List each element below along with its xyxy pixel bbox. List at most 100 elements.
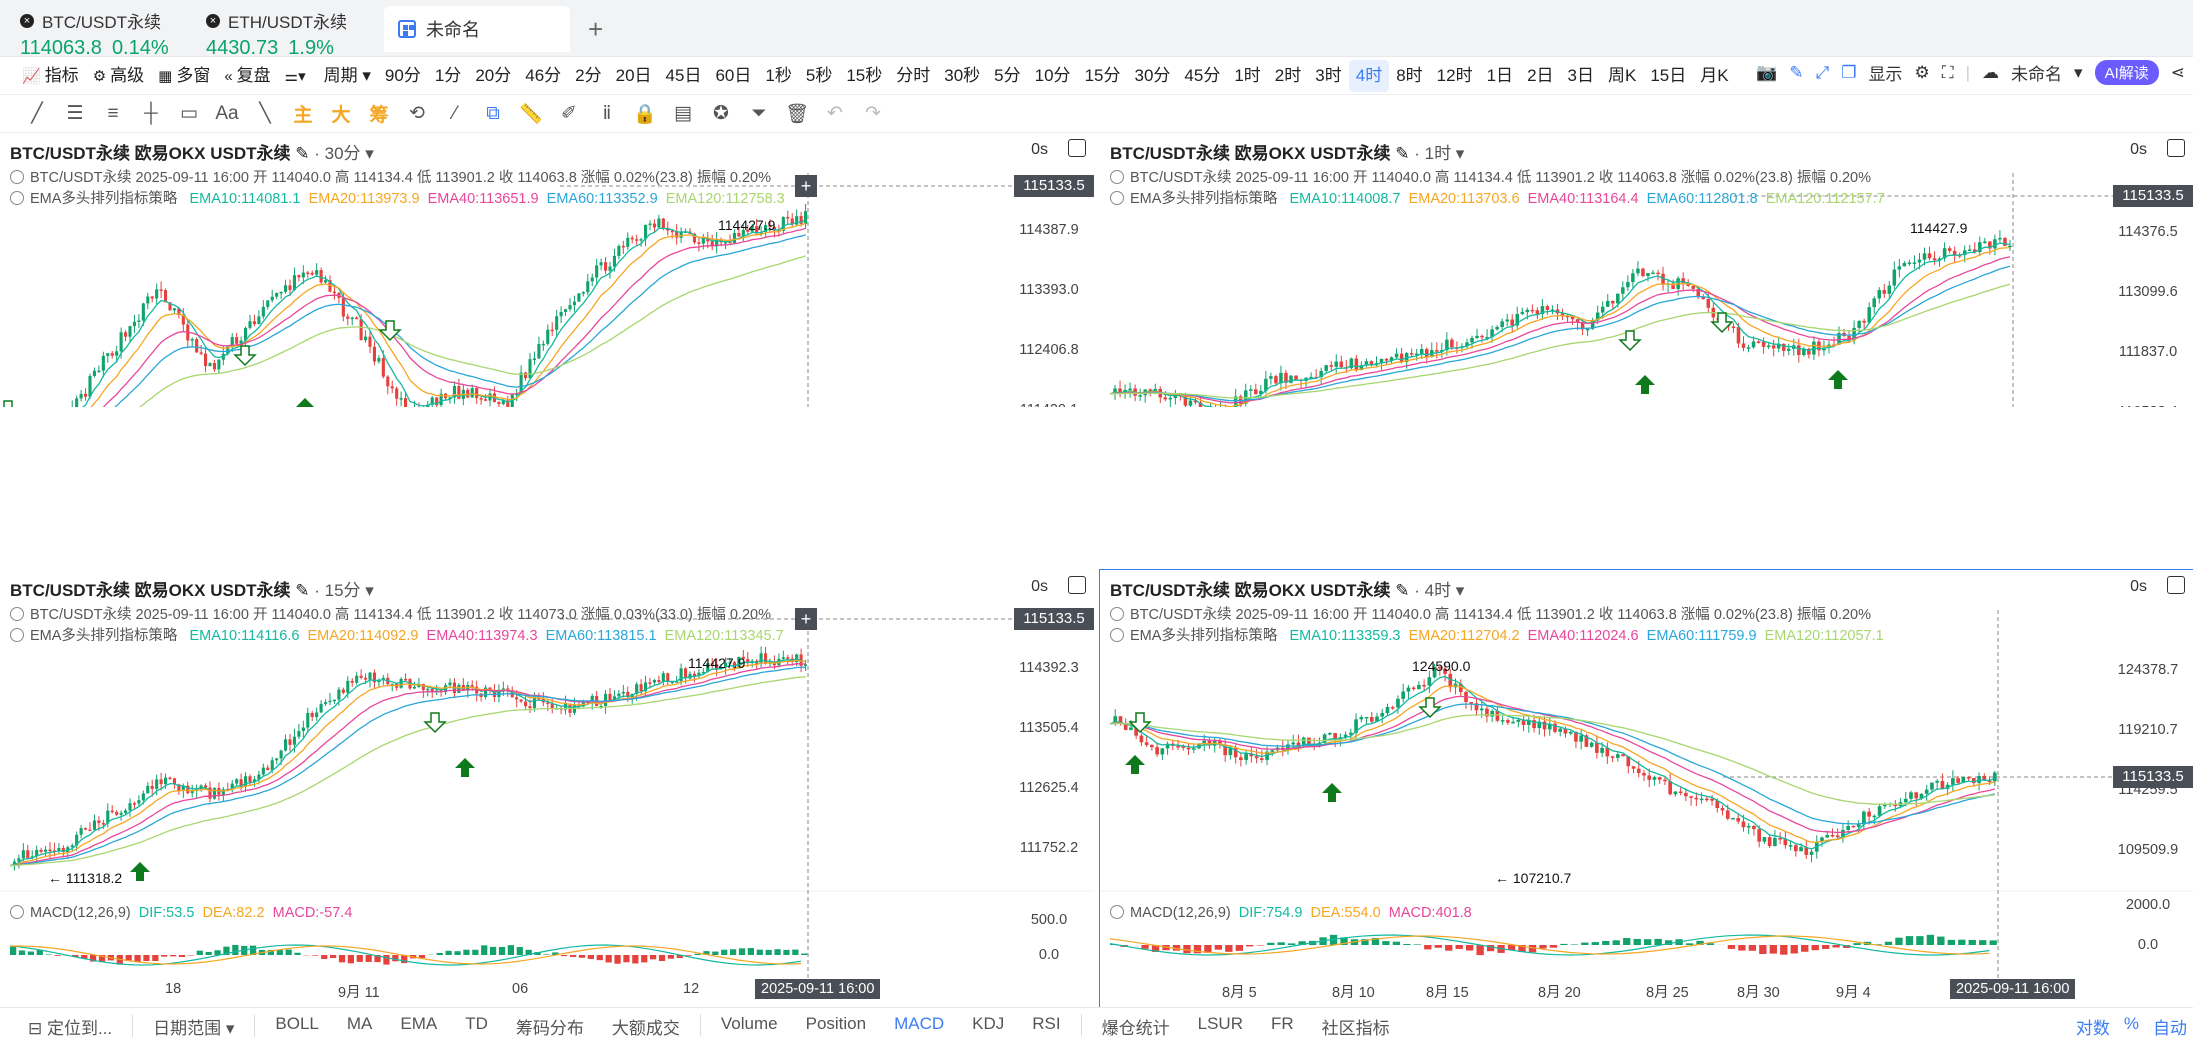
log-scale-button[interactable]: 对数 (2075, 1018, 2110, 1038)
camera-icon[interactable]: 📷 (1756, 62, 1778, 82)
interval-0[interactable]: 90分 (384, 65, 421, 85)
add-alert-icon[interactable]: + (795, 175, 817, 197)
filter-icon[interactable]: ⏷ (751, 102, 767, 124)
channel-tool-icon[interactable]: ≡ (107, 102, 119, 124)
advanced-button[interactable]: ⚙ 高级 (86, 60, 151, 92)
interval-10[interactable]: 15秒 (846, 65, 883, 85)
indicator-tab-5[interactable]: 大额成交 (611, 1018, 680, 1038)
close-icon[interactable]: × (206, 13, 220, 28)
indicator-tab-0[interactable]: BOLL (275, 1013, 319, 1033)
indicator-tab-4[interactable]: 筹码分布 (515, 1018, 584, 1038)
panel-title[interactable]: BTC/USDT永续 欧易OKX USDT永续 ✎ · 15分 ▾ (10, 576, 374, 601)
replay-button[interactable]: «复盘 (217, 60, 277, 92)
magnet-icon[interactable]: ⧉ (486, 102, 500, 124)
settings-icon[interactable]: ⚙ (1914, 62, 1930, 82)
add-tab-button[interactable]: + (588, 14, 604, 44)
interval-20[interactable]: 3时 (1315, 65, 1342, 85)
indicator-tab-6[interactable]: Volume (720, 1013, 778, 1033)
chart-panel-2[interactable]: BTC/USDT永续 欧易OKX USDT永续 ✎ · 1时 ▾ 0s BTC/… (1100, 133, 2193, 407)
interval-7[interactable]: 60日 (715, 65, 752, 85)
tab-btc[interactable]: × BTC/USDT永续 114063.8 0.14% (6, 6, 183, 59)
indicator-tab-11[interactable]: 爆仓统计 (1101, 1018, 1170, 1038)
interval-28[interactable]: 15日 (1650, 65, 1687, 85)
rect-tool-icon[interactable]: ▭ (180, 103, 198, 124)
eye-icon[interactable] (1110, 628, 1124, 642)
copy-icon[interactable]: ❐ (1841, 62, 1857, 82)
interval-9[interactable]: 5秒 (805, 65, 833, 85)
eye-icon[interactable] (10, 628, 24, 642)
panel-title[interactable]: BTC/USDT永续 欧易OKX USDT永续 ✎ · 30分 ▾ (10, 139, 374, 164)
ray-tool-icon[interactable]: ┼ (144, 102, 158, 124)
snapshot-icon[interactable] (2167, 139, 2185, 157)
interval-dropdown[interactable]: · 30分 ▾ (314, 144, 374, 163)
percent-scale-button[interactable]: % (2123, 1013, 2139, 1033)
interval-27[interactable]: 周K (1608, 65, 1637, 85)
interval-29[interactable]: 月K (1700, 65, 1729, 85)
date-range-dropdown[interactable]: 日期范围 ▾ (153, 1018, 235, 1038)
chart-panel-1[interactable]: BTC/USDT永续 欧易OKX USDT永续 ✎ · 30分 ▾ 0s BTC… (0, 133, 1094, 407)
indicator-tab-3[interactable]: TD (465, 1013, 488, 1033)
edit-icon[interactable]: ✎ (295, 581, 310, 600)
period-dropdown[interactable]: 周期 ▾ (317, 60, 378, 92)
line-tool-icon[interactable]: ╱ (31, 103, 43, 124)
brush-tool-icon[interactable]: ╲ (259, 103, 271, 124)
interval-3[interactable]: 46分 (525, 65, 562, 85)
interval-12[interactable]: 30秒 (944, 65, 981, 85)
interval-2[interactable]: 20分 (475, 65, 512, 85)
interval-5[interactable]: 20日 (615, 65, 652, 85)
close-icon[interactable]: × (20, 13, 34, 28)
eye-icon[interactable] (1110, 191, 1124, 205)
chart-panel-3[interactable]: BTC/USDT永续 欧易OKX USDT永续 ✎ · 15分 ▾ 0s BTC… (0, 570, 1094, 1007)
interval-21[interactable]: 4时 (1348, 59, 1390, 92)
indicator-tab-12[interactable]: LSUR (1197, 1013, 1243, 1033)
eye-icon[interactable] (1110, 905, 1124, 919)
indicator-tab-14[interactable]: 社区指标 (1321, 1018, 1390, 1038)
indicator-tab-10[interactable]: RSI (1032, 1013, 1061, 1033)
snapshot-icon[interactable] (1068, 139, 1086, 157)
interval-1[interactable]: 1分 (434, 65, 462, 85)
undo-icon[interactable]: ↶ (827, 103, 843, 124)
text-tool-icon[interactable]: Aa (215, 102, 239, 124)
indicator-tab-2[interactable]: EMA (400, 1013, 438, 1033)
auto-scale-button[interactable]: 自动 (2153, 1018, 2187, 1038)
edit-icon[interactable]: ✎ (295, 144, 310, 163)
panel-title[interactable]: BTC/USDT永续 欧易OKX USDT永续 ✎ · 4时 ▾ (1110, 576, 1464, 601)
interval-16[interactable]: 30分 (1134, 65, 1171, 85)
chart-type-button[interactable]: ⚌▾ (278, 60, 317, 92)
share-icon[interactable]: ⋖ (2170, 62, 2185, 82)
interval-8[interactable]: 1秒 (765, 65, 792, 85)
indicator-tab-13[interactable]: FR (1270, 1013, 1294, 1033)
goto-button[interactable]: ⊟ 定位到... (0, 1014, 126, 1039)
resize-icon[interactable]: ⤢ (1815, 62, 1830, 82)
indicator-tab-8[interactable]: MACD (894, 1013, 945, 1033)
snapshot-icon[interactable] (1068, 576, 1086, 594)
interval-26[interactable]: 3日 (1567, 65, 1594, 85)
interval-15[interactable]: 15分 (1084, 65, 1121, 85)
indicator-tab-1[interactable]: MA (346, 1013, 373, 1033)
magic-icon[interactable]: ✪ (713, 103, 729, 124)
fullscreen-icon[interactable]: ⛶ (1941, 62, 1954, 82)
trash-icon[interactable]: 🗑 (784, 103, 810, 125)
interval-13[interactable]: 5分 (994, 65, 1021, 85)
ai-button[interactable]: AI解读 (2094, 60, 2159, 85)
indicator-tab-7[interactable]: Position (805, 1013, 867, 1033)
edit-icon[interactable]: ✎ (1395, 144, 1410, 163)
redo-icon[interactable]: ↷ (865, 103, 881, 124)
interval-18[interactable]: 1时 (1234, 65, 1261, 85)
hline-tool-icon[interactable]: ☰ (66, 103, 84, 124)
eye-icon[interactable] (10, 607, 24, 621)
interval-14[interactable]: 10分 (1034, 65, 1071, 85)
eraser-icon[interactable]: ✐ (561, 103, 577, 124)
interval-17[interactable]: 45分 (1184, 65, 1221, 85)
interval-25[interactable]: 2日 (1527, 65, 1554, 85)
interval-19[interactable]: 2时 (1274, 65, 1302, 85)
interval-23[interactable]: 12时 (1436, 65, 1473, 85)
chart-panel-4[interactable]: BTC/USDT永续 欧易OKX USDT永续 ✎ · 4时 ▾ 0s BTC/… (1099, 569, 2193, 1008)
hide-draw-icon[interactable]: ⁄ (453, 102, 457, 124)
add-alert-icon[interactable]: + (795, 608, 817, 630)
interval-22[interactable]: 8时 (1396, 65, 1423, 85)
eye-icon[interactable] (1110, 170, 1124, 184)
main-force-tool[interactable]: 主 (293, 105, 313, 126)
interval-24[interactable]: 1日 (1486, 65, 1514, 85)
panel-title[interactable]: BTC/USDT永续 欧易OKX USDT永续 ✎ · 1时 ▾ (1110, 139, 1464, 164)
